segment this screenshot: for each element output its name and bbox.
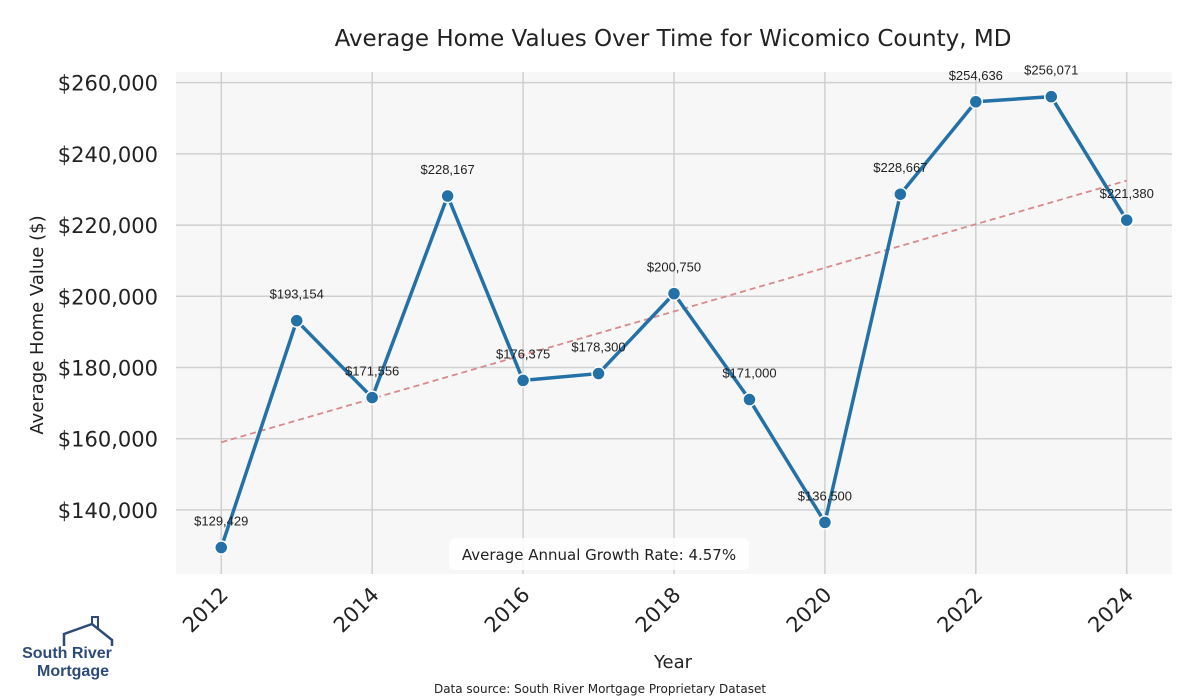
data-point <box>591 366 606 381</box>
growth-rate-annotation: Average Annual Growth Rate: 4.57% <box>449 538 749 570</box>
chimney-icon <box>91 616 99 629</box>
trend-line <box>221 179 1127 444</box>
x-tick-label: 2016 <box>480 583 535 638</box>
x-tick-label: 2024 <box>1083 583 1138 638</box>
data-label: $256,071 <box>1024 63 1078 78</box>
y-axis-label: Average Home Value ($) <box>27 215 48 434</box>
series-layer <box>214 89 1134 555</box>
x-axis-ticks: 2012 2014 2016 2018 2020 2022 2024 <box>178 583 1138 638</box>
data-label: $171,556 <box>345 364 399 379</box>
data-label: $200,750 <box>647 260 701 275</box>
data-point <box>817 515 833 530</box>
logo-line2: Mortgage <box>37 663 109 680</box>
y-tick-label: $260,000 <box>58 72 158 96</box>
data-point <box>893 186 908 202</box>
data-label: $221,380 <box>1100 186 1154 201</box>
annotation-box <box>449 538 749 570</box>
data-labels: $129,429 $193,154 $171,556 $228,167 $176,375… <box>194 63 1154 529</box>
x-axis-label: Year <box>653 652 693 673</box>
data-label: $129,429 <box>194 514 248 529</box>
data-source-note: Data source: South River Mortgage Propri… <box>434 682 766 696</box>
x-tick-label: 2012 <box>178 583 233 638</box>
x-tick-label: 2014 <box>329 583 384 638</box>
data-point <box>289 313 304 328</box>
data-point <box>1044 89 1059 104</box>
data-label: $136,500 <box>798 488 852 503</box>
y-tick-label: $240,000 <box>58 143 158 167</box>
data-label: $193,154 <box>270 287 324 302</box>
data-label: $171,000 <box>722 366 776 381</box>
data-label: $178,300 <box>571 340 625 355</box>
data-label: $254,636 <box>949 68 1003 83</box>
x-tick-label: 2020 <box>782 583 837 638</box>
x-tick-label: 2022 <box>933 583 988 638</box>
trendline-layer <box>221 179 1127 444</box>
data-label: $228,667 <box>873 160 927 175</box>
y-tick-label: $180,000 <box>58 357 158 381</box>
company-logo: South River Mortgage <box>22 616 114 680</box>
data-point <box>364 390 380 405</box>
y-tick-label: $220,000 <box>58 214 158 238</box>
data-point <box>666 286 682 301</box>
annotation-text: Average Annual Growth Rate: 4.57% <box>462 546 736 564</box>
data-point <box>214 540 229 555</box>
y-axis-ticks: $140,000 $160,000 $180,000 $200,000 $220,000… <box>58 72 158 523</box>
y-tick-label: $160,000 <box>58 428 158 452</box>
data-point <box>1119 212 1134 228</box>
y-tick-label: $140,000 <box>58 499 158 523</box>
data-label: $176,375 <box>496 346 550 361</box>
logo-line1: South River <box>22 645 112 662</box>
data-label: $228,167 <box>421 162 475 177</box>
house-roof-icon <box>62 622 114 646</box>
data-point <box>515 373 531 388</box>
data-point <box>440 188 455 204</box>
data-point <box>968 94 984 110</box>
x-tick-label: 2018 <box>631 583 686 638</box>
chart-title: Average Home Values Over Time for Wicomi… <box>335 26 1012 52</box>
data-point <box>742 392 757 407</box>
y-tick-label: $200,000 <box>58 285 158 309</box>
